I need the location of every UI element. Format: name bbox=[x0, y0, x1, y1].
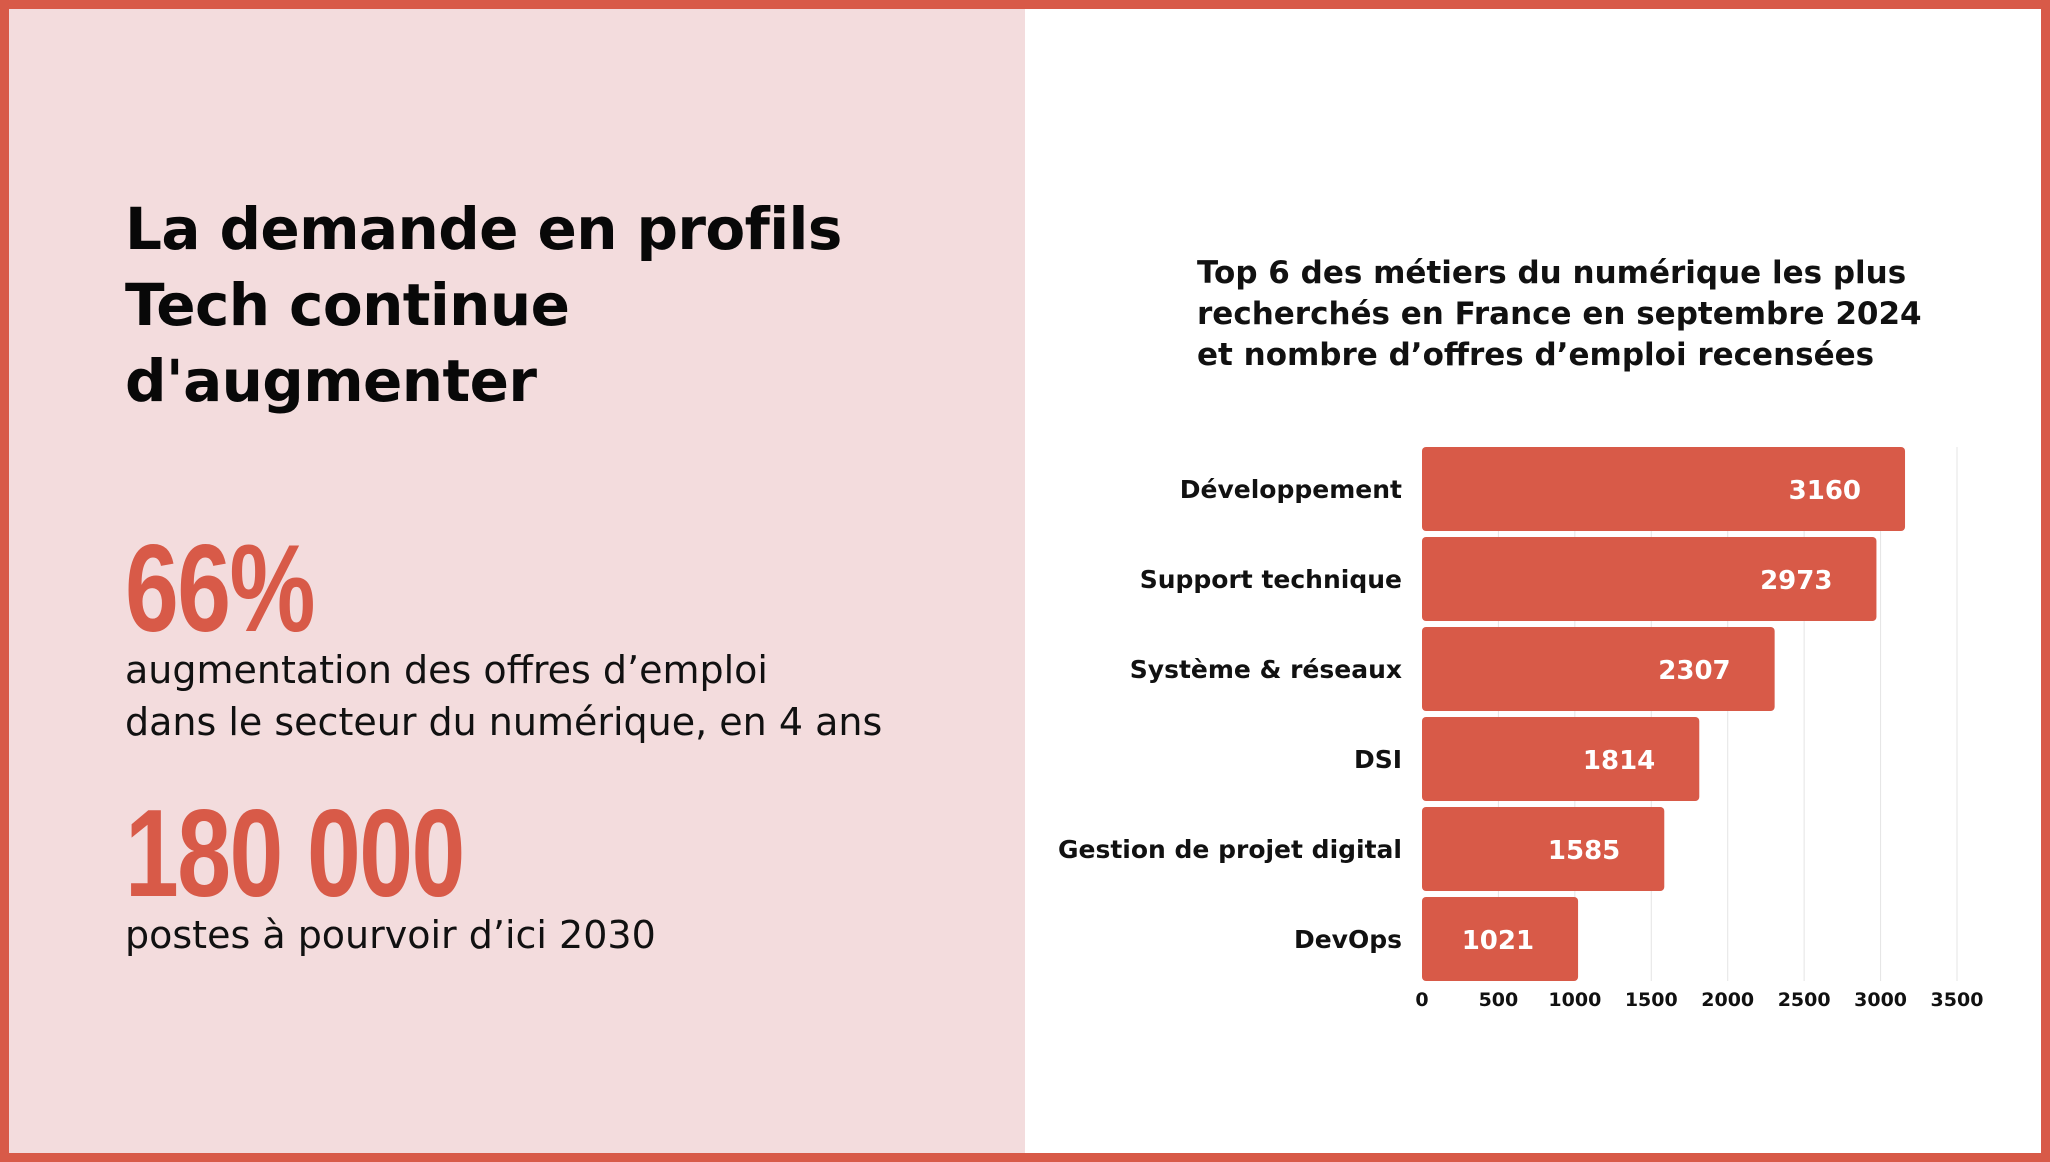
category-label: Système & réseaux bbox=[1130, 655, 1402, 684]
bar bbox=[1422, 897, 1579, 981]
bar-value-label: 2973 bbox=[1760, 566, 1832, 596]
bar-value-label: 1585 bbox=[1548, 836, 1620, 866]
left-panel: La demande en profils Tech continue d'au… bbox=[9, 9, 1025, 1153]
chart-panel: Top 6 des métiers du numérique les plus … bbox=[1025, 9, 2041, 1153]
x-tick-label: 1500 bbox=[1625, 989, 1678, 1011]
category-label: DevOps bbox=[1294, 925, 1402, 954]
category-label: Développement bbox=[1180, 475, 1402, 504]
bar bbox=[1422, 717, 1700, 801]
bar-value-label: 3160 bbox=[1789, 476, 1861, 506]
stat-block-positions: 180 000 postes à pourvoir d’ici 2030 bbox=[125, 785, 985, 961]
x-tick-label: 0 bbox=[1415, 989, 1428, 1011]
chart-title: Top 6 des métiers du numérique les plus … bbox=[1197, 255, 1922, 373]
bar-value-label: 1021 bbox=[1462, 926, 1534, 956]
bar-value-label: 1814 bbox=[1583, 746, 1655, 776]
bar-value-label: 2307 bbox=[1658, 656, 1730, 686]
x-tick-label: 1000 bbox=[1548, 989, 1601, 1011]
bar bbox=[1422, 447, 1906, 531]
headline: La demande en profils Tech continue d'au… bbox=[125, 195, 842, 415]
stat-label-positions: postes à pourvoir d’ici 2030 bbox=[125, 913, 656, 957]
x-tick-label: 500 bbox=[1479, 989, 1519, 1011]
x-tick-label: 3000 bbox=[1854, 989, 1907, 1011]
bar bbox=[1422, 627, 1775, 711]
x-tick-label: 2500 bbox=[1778, 989, 1831, 1011]
stat-value-positions: 180 000 bbox=[125, 785, 465, 923]
bar bbox=[1422, 537, 1877, 621]
stat-block-offers: 66% augmentation des offres d’emploi dan… bbox=[125, 520, 985, 748]
x-tick-label: 3500 bbox=[1931, 989, 1984, 1011]
bar bbox=[1422, 807, 1665, 891]
stat-value-percent: 66% bbox=[125, 520, 315, 658]
category-label: DSI bbox=[1354, 745, 1402, 774]
stat-label-offers: augmentation des offres d’emploi dans le… bbox=[125, 648, 883, 744]
category-label: Gestion de projet digital bbox=[1058, 835, 1402, 864]
category-label: Support technique bbox=[1140, 565, 1402, 594]
horizontal-bar-chart: 0 500 1000 1500 2000 2500 3000 3500 Développemen… bbox=[1058, 447, 1984, 1011]
x-tick-label: 2000 bbox=[1701, 989, 1754, 1011]
